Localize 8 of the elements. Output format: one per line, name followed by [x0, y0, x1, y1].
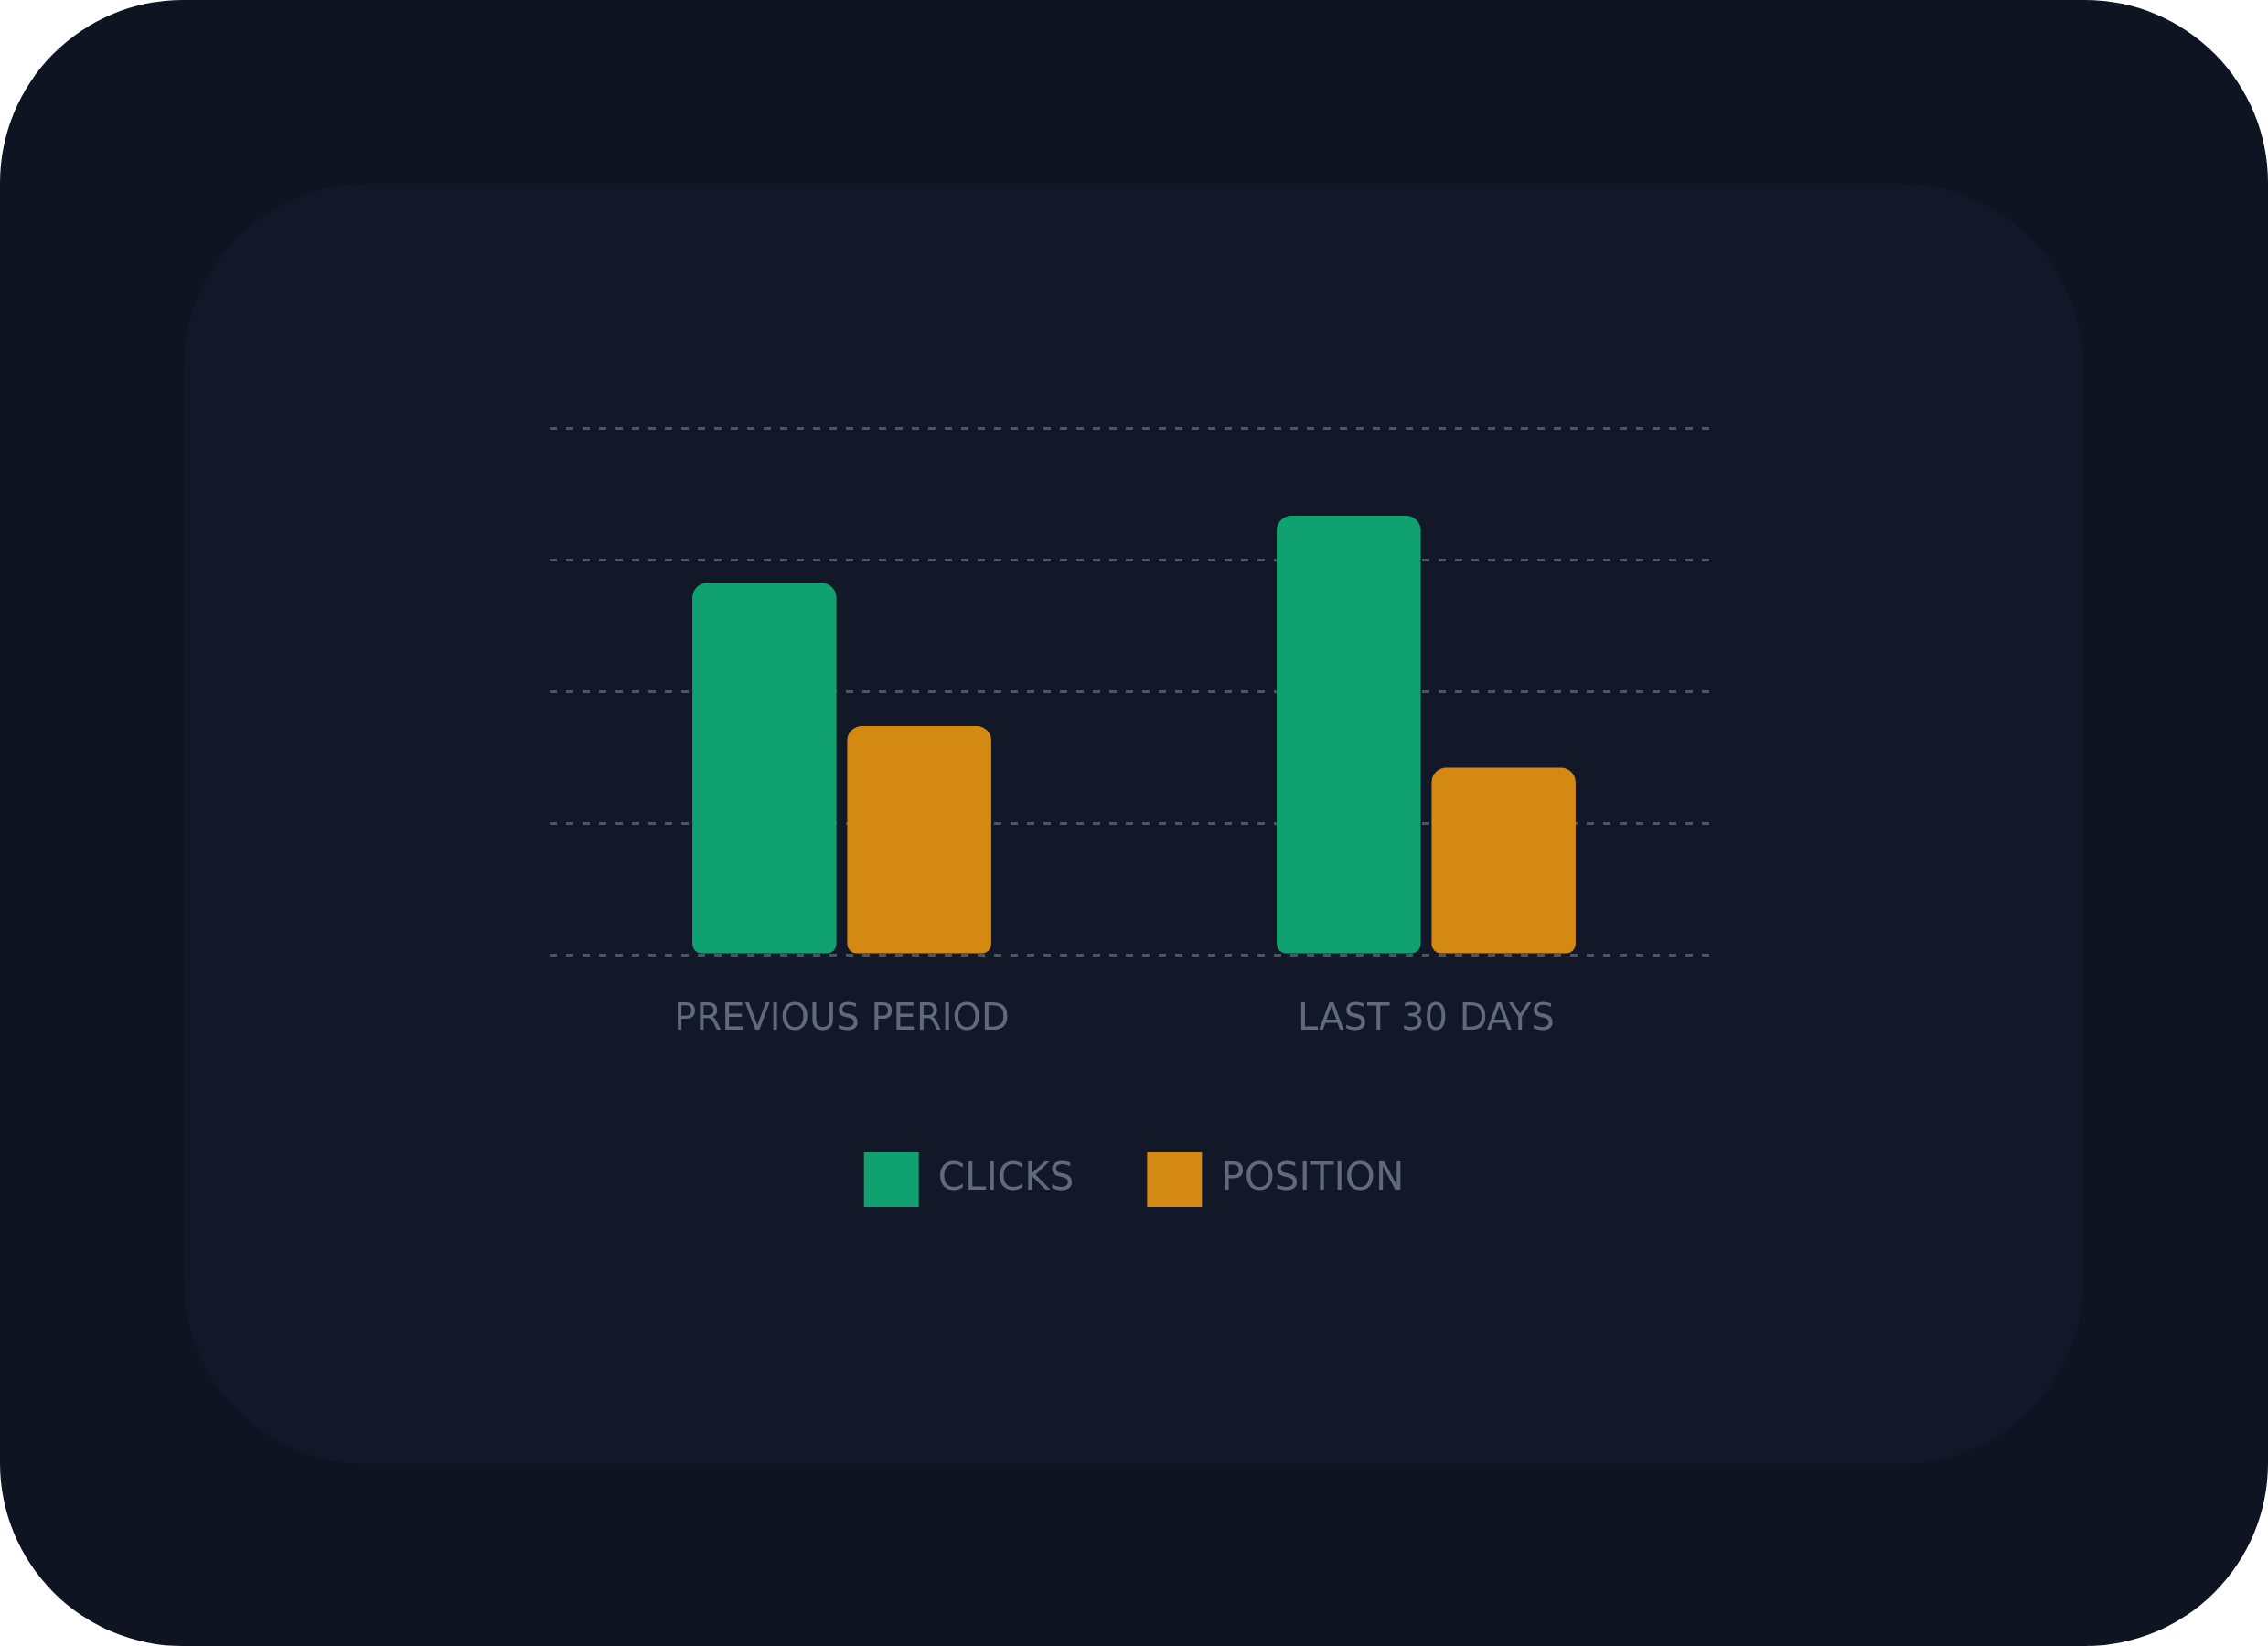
bar	[1277, 516, 1421, 954]
x-tick-label: PREVIOUS PERIOD	[674, 996, 1010, 1039]
legend-label: CLICKS	[937, 1153, 1075, 1199]
bar	[1431, 767, 1576, 954]
bar	[847, 725, 991, 954]
bar	[692, 583, 837, 954]
legend-label: POSITION	[1221, 1153, 1405, 1199]
x-tick-label: LAST 30 DAYS	[1298, 996, 1555, 1039]
